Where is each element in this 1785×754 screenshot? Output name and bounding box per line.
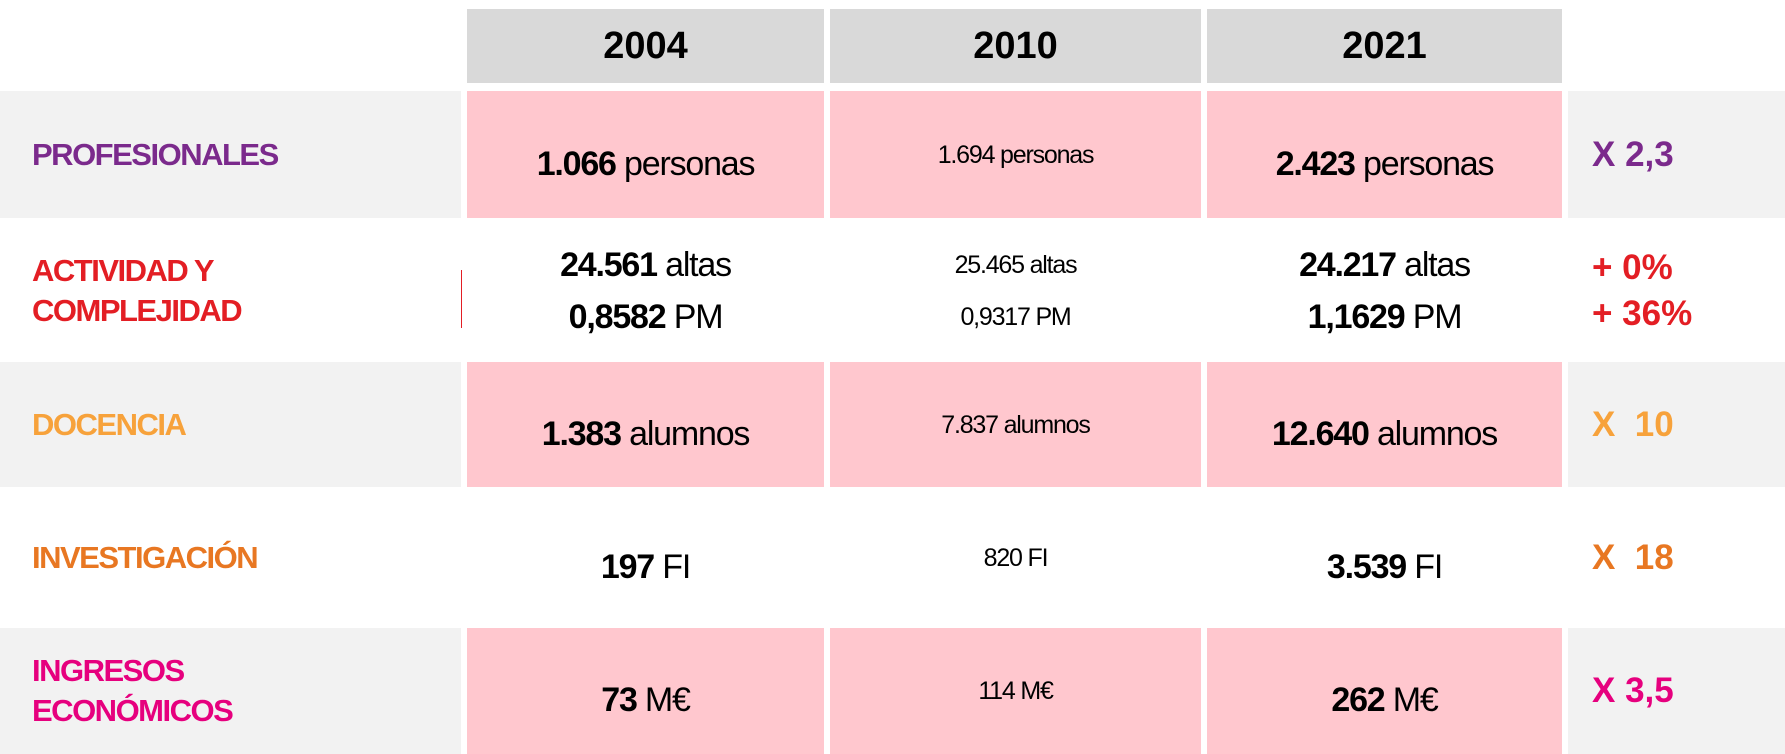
label-line: INGRESOS	[32, 653, 185, 688]
value-line: 197 FI	[600, 541, 691, 593]
value-unit: M€	[1392, 681, 1439, 719]
column-header: 2021	[1207, 9, 1562, 83]
row-label: PROFESIONALES	[0, 91, 461, 218]
value-unit: FI	[1414, 547, 1443, 586]
value-line: 114 M€	[978, 665, 1054, 717]
value-number: 1.066	[536, 144, 617, 183]
value-line: 2.423 personas	[1275, 138, 1495, 190]
value-unit: PM	[1035, 303, 1071, 331]
value-line: 820 FI	[983, 532, 1049, 584]
data-cell: 3.539 FI	[1207, 493, 1562, 622]
value-number: 1.694	[937, 140, 996, 169]
data-cell: 25.465 altas 0,9317 PM	[830, 224, 1201, 358]
value-number: 73	[601, 681, 638, 719]
value-number: 3.539	[1326, 547, 1407, 586]
value-line: 1.383 alumnos	[541, 408, 751, 460]
value-line: 1.694 personas	[937, 129, 1095, 181]
label-line: PROFESIONALES	[32, 136, 279, 172]
value-unit: altas	[1404, 246, 1471, 284]
data-cell: 2.423 personas	[1207, 91, 1562, 218]
data-cell: 1.383 alumnos	[467, 362, 824, 487]
row-label: ACTIVIDAD Y COMPLEJIDAD	[0, 224, 461, 358]
value-number: 12.640	[1271, 414, 1370, 453]
value-line: 7.837 alumnos	[941, 399, 1091, 451]
change-line: X 3,5	[1592, 671, 1674, 710]
data-cell: 1.694 personas	[830, 91, 1201, 218]
value-number: 2.423	[1275, 144, 1356, 183]
value-number: 25.465	[954, 251, 1025, 279]
value-line: 12.640 alumnos	[1271, 408, 1498, 460]
label-line: ACTIVIDAD Y	[32, 253, 215, 288]
value-number: 24.217	[1299, 246, 1397, 284]
value-unit: alumnos	[629, 414, 750, 453]
value-unit: PM	[673, 298, 724, 336]
data-cell: 262 M€	[1207, 628, 1562, 754]
label-line: DOCENCIA	[32, 406, 187, 442]
value-unit: altas	[665, 246, 732, 284]
value-unit: altas	[1029, 251, 1078, 279]
column-header: 2010	[830, 9, 1201, 83]
value-number: 1,1629	[1307, 298, 1406, 336]
value-unit: personas	[624, 144, 755, 183]
value-unit: alumnos	[1003, 410, 1091, 439]
row-label: DOCENCIA	[0, 362, 461, 487]
value-number: 820	[983, 543, 1023, 572]
change: X 3,5	[1568, 628, 1785, 754]
value-line: 3.539 FI	[1326, 541, 1443, 593]
column-header: 2004	[467, 9, 824, 83]
change-line: + 0%	[1592, 248, 1673, 287]
value-number: 197	[600, 547, 655, 586]
value-line: 24.217 altas	[1299, 239, 1471, 291]
value-number: 7.837	[941, 410, 999, 439]
data-cell: 73 M€	[467, 628, 824, 754]
change: + 0% + 36%	[1568, 224, 1785, 358]
value-line: 0,8582 PM	[568, 291, 724, 343]
row-label: INVESTIGACIÓN	[0, 493, 461, 622]
value-line: 1.066 personas	[536, 138, 756, 190]
value-number: 24.561	[560, 246, 658, 284]
data-cell: 820 FI	[830, 493, 1201, 622]
row-label: INGRESOS ECONÓMICOS	[0, 628, 461, 754]
value-unit: FI	[1027, 543, 1049, 572]
change-line: X 2,3	[1592, 134, 1674, 174]
value-unit: M€	[644, 681, 691, 719]
value-unit: alumnos	[1376, 414, 1498, 453]
value-number: 0,8582	[568, 298, 667, 336]
value-number: 1.383	[541, 414, 622, 453]
label-line: INVESTIGACIÓN	[32, 539, 259, 575]
value-number: 0,9317	[960, 303, 1030, 331]
data-cell: 24.217 altas 1,1629 PM	[1207, 224, 1562, 358]
value-line: 24.561 altas	[560, 239, 732, 291]
value-line: 0,9317 PM	[960, 291, 1071, 343]
value-unit: M€	[1020, 677, 1054, 705]
value-unit: personas	[1363, 144, 1494, 183]
change-line: X 10	[1592, 404, 1674, 444]
change: X 18	[1568, 493, 1785, 622]
value-number: 114	[978, 677, 1015, 705]
value-line: 25.465 altas	[954, 239, 1078, 291]
label-line: COMPLEJIDAD	[32, 293, 243, 328]
change: X 10	[1568, 362, 1785, 487]
change-line: + 36%	[1592, 294, 1693, 333]
value-line: 73 M€	[601, 674, 691, 726]
value-number: 262	[1331, 681, 1385, 719]
change: X 2,3	[1568, 91, 1785, 218]
data-cell: 114 M€	[830, 628, 1201, 754]
value-unit: PM	[1412, 298, 1463, 336]
data-cell: 197 FI	[467, 493, 824, 622]
change-line: X 18	[1592, 537, 1674, 577]
data-cell: 7.837 alumnos	[830, 362, 1201, 487]
data-cell: 24.561 altas 0,8582 PM	[467, 224, 824, 358]
value-line: 1,1629 PM	[1307, 291, 1463, 343]
data-cell: 12.640 alumnos	[1207, 362, 1562, 487]
value-unit: FI	[662, 547, 691, 586]
data-cell: 1.066 personas	[467, 91, 824, 218]
value-line: 262 M€	[1331, 674, 1439, 726]
label-line: ECONÓMICOS	[32, 693, 234, 728]
value-unit: personas	[1000, 140, 1094, 169]
